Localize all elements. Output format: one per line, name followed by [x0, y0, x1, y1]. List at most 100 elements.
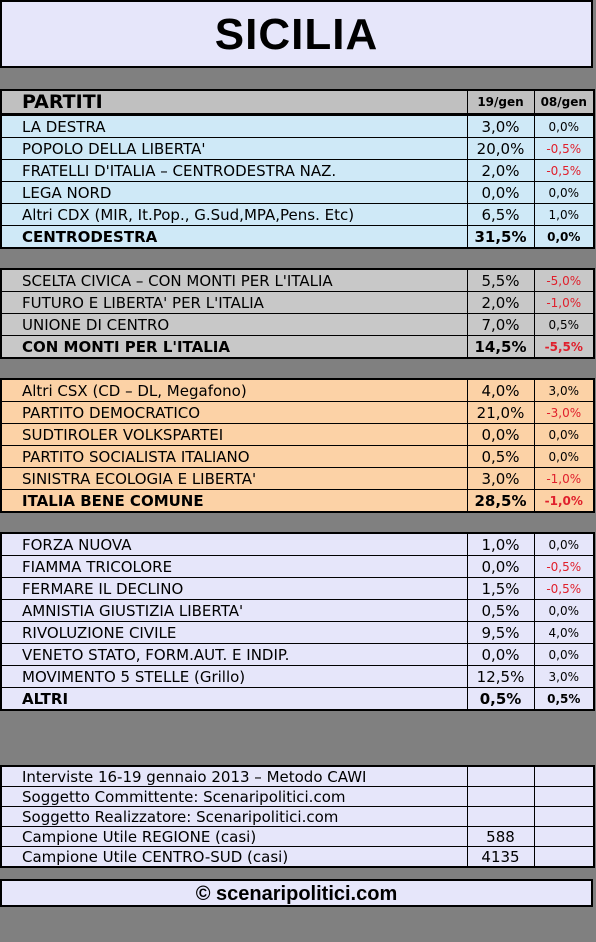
party-value: 20,0% [466, 137, 535, 160]
info-value [466, 806, 535, 827]
group-monti: SCELTA CIVICA – CON MONTI PER L'ITALIA 5,… [0, 268, 595, 359]
party-row: POPOLO DELLA LIBERTA' 20,0% -0,5% [0, 137, 595, 160]
party-row: RIVOLUZIONE CIVILE 9,5% 4,0% [0, 621, 595, 644]
party-row: PARTITO SOCIALISTA ITALIANO 0,5% 0,0% [0, 445, 595, 468]
party-name: AMNISTIA GIUSTIZIA LIBERTA' [0, 599, 468, 622]
party-delta: -0,5% [533, 555, 595, 578]
party-name: SUDTIROLER VOLKSPARTEI [0, 423, 468, 446]
party-row: FUTURO E LIBERTA' PER L'ITALIA 2,0% -1,0% [0, 291, 595, 314]
party-value: 28,5% [466, 489, 535, 513]
party-delta: 0,0% [533, 532, 595, 556]
party-value: 0,0% [466, 643, 535, 666]
party-name: PARTITO DEMOCRATICO [0, 401, 468, 424]
party-value: 2,0% [466, 159, 535, 182]
party-name: LA DESTRA [0, 114, 468, 138]
party-name: FUTURO E LIBERTA' PER L'ITALIA [0, 291, 468, 314]
party-value: 1,0% [466, 532, 535, 556]
party-row: PARTITO DEMOCRATICO 21,0% -3,0% [0, 401, 595, 424]
page-title: SICILIA [214, 10, 379, 59]
party-row: Altri CDX (MIR, It.Pop., G.Sud,MPA,Pens.… [0, 203, 595, 226]
party-row: Altri CSX (CD – DL, Megafono) 4,0% 3,0% [0, 378, 595, 402]
party-name: SINISTRA ECOLOGIA E LIBERTA' [0, 467, 468, 490]
info-empty [533, 786, 595, 807]
party-value: 1,5% [466, 577, 535, 600]
party-value: 0,5% [466, 445, 535, 468]
party-value: 0,5% [466, 599, 535, 622]
party-value: 3,0% [466, 467, 535, 490]
party-delta: -0,5% [533, 137, 595, 160]
party-delta: -1,0% [533, 467, 595, 490]
party-row: FERMARE IL DECLINO 1,5% -0,5% [0, 577, 595, 600]
party-delta: 4,0% [533, 621, 595, 644]
info-value [466, 765, 535, 787]
party-delta: -5,5% [533, 335, 595, 359]
party-name: Altri CSX (CD – DL, Megafono) [0, 378, 468, 402]
party-value: 2,0% [466, 291, 535, 314]
party-row: MOVIMENTO 5 STELLE (Grillo) 12,5% 3,0% [0, 665, 595, 688]
party-delta: -0,5% [533, 577, 595, 600]
info-label: Soggetto Realizzatore: Scenaripolitici.c… [0, 806, 468, 827]
info-row: Interviste 16-19 gennaio 2013 – Metodo C… [0, 765, 595, 787]
party-value: 12,5% [466, 665, 535, 688]
info-row: Campione Utile CENTRO-SUD (casi) 4135 [0, 846, 595, 868]
party-row: UNIONE DI CENTRO 7,0% 0,5% [0, 313, 595, 336]
party-name: CON MONTI PER L'ITALIA [0, 335, 468, 359]
party-name: ITALIA BENE COMUNE [0, 489, 468, 513]
info-label: Campione Utile REGIONE (casi) [0, 826, 468, 847]
info-value: 4135 [466, 846, 535, 868]
party-row: SUDTIROLER VOLKSPARTEI 0,0% 0,0% [0, 423, 595, 446]
party-name: SCELTA CIVICA – CON MONTI PER L'ITALIA [0, 268, 468, 292]
party-delta: 0,0% [533, 445, 595, 468]
party-delta: 3,0% [533, 665, 595, 688]
info-empty [533, 826, 595, 847]
party-delta: 0,0% [533, 225, 595, 249]
header-row: PARTITI 19/gen 08/gen [0, 89, 595, 115]
party-delta: 0,0% [533, 423, 595, 446]
party-value: 0,0% [466, 555, 535, 578]
party-delta: -1,0% [533, 291, 595, 314]
info-label: Interviste 16-19 gennaio 2013 – Metodo C… [0, 765, 468, 787]
title-box: SICILIA [0, 0, 593, 68]
party-delta: 0,0% [533, 599, 595, 622]
party-row: CON MONTI PER L'ITALIA 14,5% -5,5% [0, 335, 595, 359]
party-delta: 0,0% [533, 114, 595, 138]
info-row: Campione Utile REGIONE (casi) 588 [0, 826, 595, 847]
party-value: 14,5% [466, 335, 535, 359]
party-name: CENTRODESTRA [0, 225, 468, 249]
party-name: VENETO STATO, FORM.AUT. E INDIP. [0, 643, 468, 666]
party-row: FIAMMA TRICOLORE 0,0% -0,5% [0, 555, 595, 578]
party-row: LA DESTRA 3,0% 0,0% [0, 114, 595, 138]
party-row: SCELTA CIVICA – CON MONTI PER L'ITALIA 5,… [0, 268, 595, 292]
group-others: FORZA NUOVA 1,0% 0,0% FIAMMA TRICOLORE 0,0% -… [0, 532, 595, 711]
header-date-current: 19/gen [466, 89, 535, 115]
info-empty [533, 806, 595, 827]
group-centrodestra: LA DESTRA 3,0% 0,0% POPOLO DELLA LIBERTA' 20… [0, 114, 595, 249]
header-date-previous: 08/gen [533, 89, 595, 115]
info-value: 588 [466, 826, 535, 847]
party-name: FERMARE IL DECLINO [0, 577, 468, 600]
party-delta: -5,0% [533, 268, 595, 292]
party-name: FIAMMA TRICOLORE [0, 555, 468, 578]
party-name: PARTITO SOCIALISTA ITALIANO [0, 445, 468, 468]
info-table: Interviste 16-19 gennaio 2013 – Metodo C… [0, 765, 595, 868]
party-value: 21,0% [466, 401, 535, 424]
party-name: MOVIMENTO 5 STELLE (Grillo) [0, 665, 468, 688]
party-delta: 1,0% [533, 203, 595, 226]
info-row: Soggetto Realizzatore: Scenaripolitici.c… [0, 806, 595, 827]
info-value [466, 786, 535, 807]
header-partiti: PARTITI [0, 89, 468, 115]
party-value: 4,0% [466, 378, 535, 402]
party-value: 3,0% [466, 114, 535, 138]
party-row: VENETO STATO, FORM.AUT. E INDIP. 0,0% 0,0% [0, 643, 595, 666]
info-label: Campione Utile CENTRO-SUD (casi) [0, 846, 468, 868]
info-row: Soggetto Committente: Scenaripolitici.co… [0, 786, 595, 807]
party-delta: 0,0% [533, 181, 595, 204]
party-delta: -3,0% [533, 401, 595, 424]
party-value: 31,5% [466, 225, 535, 249]
party-name: ALTRI [0, 687, 468, 711]
party-value: 0,5% [466, 687, 535, 711]
party-value: 5,5% [466, 268, 535, 292]
footer-box: © scenaripolitici.com [0, 879, 593, 907]
party-value: 9,5% [466, 621, 535, 644]
party-delta: -1,0% [533, 489, 595, 513]
